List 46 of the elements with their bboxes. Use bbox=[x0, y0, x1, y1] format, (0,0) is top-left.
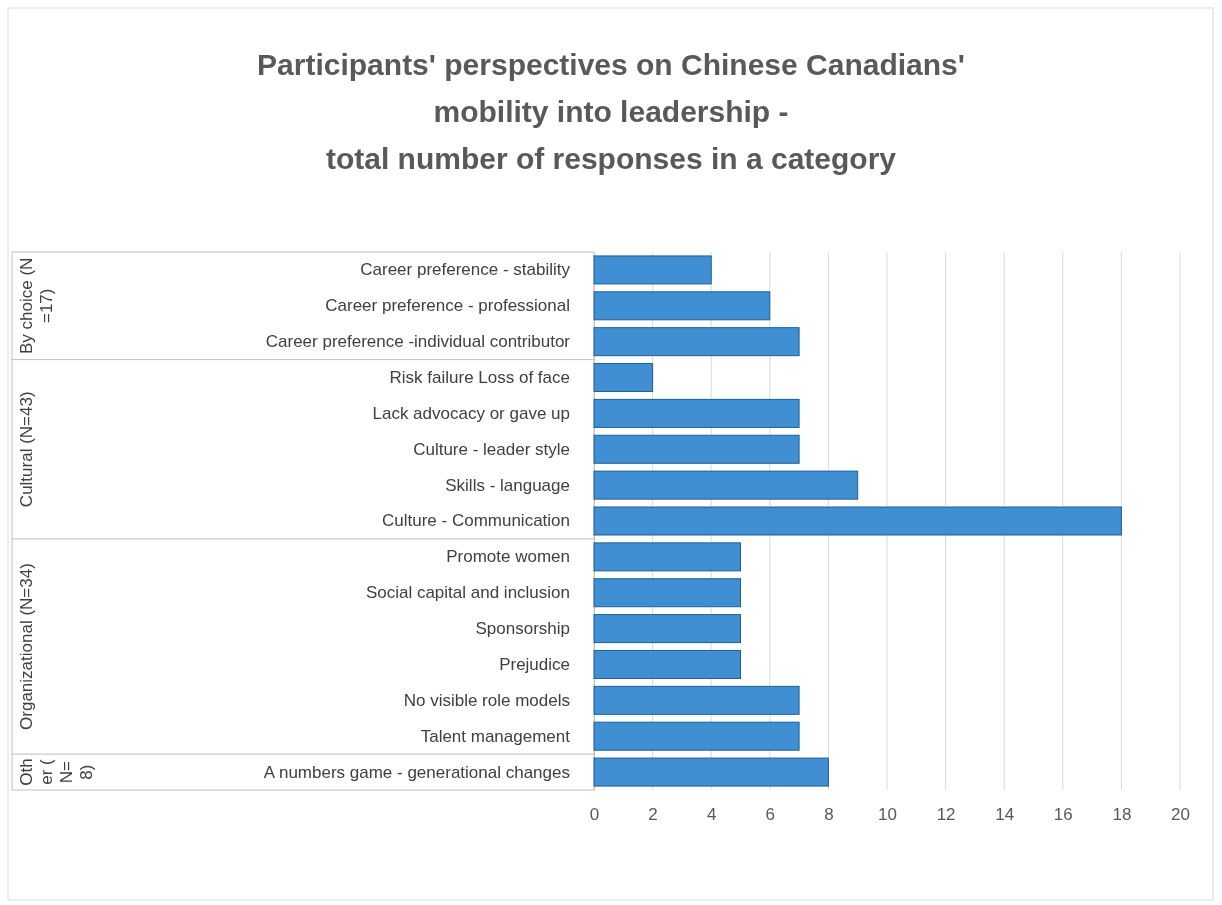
y-tick-label: Career preference -individual contributor bbox=[265, 332, 571, 352]
y-tick-label: Career preference - stability bbox=[360, 260, 571, 280]
x-tick-label: 12 bbox=[936, 805, 956, 825]
bar bbox=[593, 363, 654, 393]
bar bbox=[593, 291, 771, 321]
x-tick-label: 2 bbox=[648, 805, 658, 825]
y-tick-label: Risk failure Loss of face bbox=[389, 367, 570, 387]
y-tick-label: Skills - language bbox=[445, 475, 570, 495]
text: By choice (N=17) bbox=[17, 257, 56, 354]
y-tick-label: Talent management bbox=[420, 726, 571, 746]
bar bbox=[593, 721, 800, 751]
y-tick-label: Culture - Communication bbox=[381, 511, 570, 531]
text: Cultural (N=43) bbox=[17, 391, 36, 508]
bar bbox=[593, 614, 741, 644]
x-tick-label: 10 bbox=[878, 805, 897, 825]
text: Organizational (N=34) bbox=[17, 563, 36, 730]
bar bbox=[593, 398, 800, 428]
bar bbox=[593, 542, 741, 572]
bar bbox=[593, 255, 712, 285]
x-tick-label: 20 bbox=[1171, 805, 1190, 825]
x-tick-label: 4 bbox=[706, 805, 717, 825]
x-tick-label: 14 bbox=[995, 805, 1015, 825]
bar bbox=[593, 649, 741, 679]
y-tick-label: Social capital and inclusion bbox=[365, 583, 570, 603]
y-tick-label: Culture - leader style bbox=[413, 439, 570, 459]
bar bbox=[593, 578, 741, 608]
bar bbox=[593, 327, 800, 357]
y-tick-label: Career preference - professional bbox=[325, 296, 570, 316]
x-tick-label: 6 bbox=[765, 805, 776, 825]
y-tick-label: No visible role models bbox=[403, 690, 570, 710]
text: Other (N=8) bbox=[17, 758, 96, 786]
y-tick-label: Prejudice bbox=[499, 654, 570, 674]
x-tick-label: 8 bbox=[824, 805, 834, 825]
y-tick-label: Lack advocacy or gave up bbox=[372, 403, 570, 423]
x-tick-label: 0 bbox=[589, 805, 600, 825]
bar bbox=[593, 685, 800, 715]
y-tick-label: A numbers game - generational changes bbox=[263, 762, 570, 782]
y-tick-label: Sponsorship bbox=[475, 619, 570, 639]
bar bbox=[593, 470, 859, 500]
x-tick-label: 16 bbox=[1053, 805, 1073, 825]
chart-title: Participants' perspectives on Chinese Canadians' mobility into leadership - total number of responses in a category bbox=[257, 48, 965, 175]
bar bbox=[593, 506, 1122, 536]
bar bbox=[593, 757, 829, 787]
y-tick-label: Promote women bbox=[446, 547, 570, 567]
bar bbox=[593, 434, 800, 464]
x-tick-label: 18 bbox=[1112, 805, 1132, 825]
